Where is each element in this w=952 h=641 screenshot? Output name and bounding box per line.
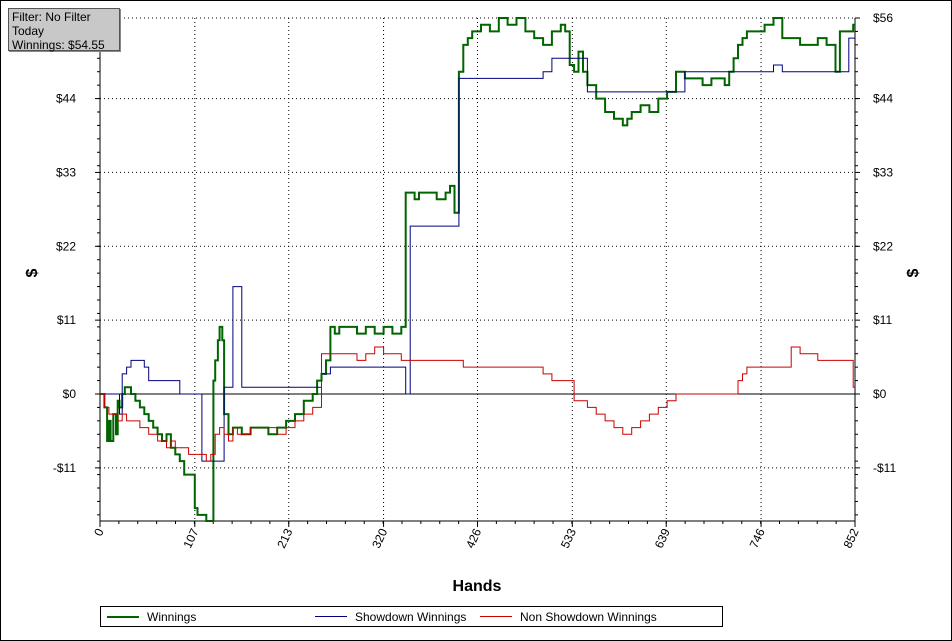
y-tick-label-left: $33 bbox=[56, 165, 76, 179]
y-tick-label-left: $0 bbox=[63, 387, 77, 401]
y-tick-label-right: $44 bbox=[873, 92, 893, 106]
y-tick-label-right: $22 bbox=[873, 239, 893, 253]
legend-label-non-showdown: Non Showdown Winnings bbox=[520, 609, 657, 624]
x-tick-label: 533 bbox=[558, 526, 579, 550]
x-tick-label: 0 bbox=[91, 526, 107, 538]
x-tick-label: 639 bbox=[652, 526, 673, 550]
legend-item-non-showdown: Non Showdown Winnings bbox=[480, 607, 657, 626]
legend-swatch-winnings bbox=[107, 615, 139, 618]
y-tick-label-right: $56 bbox=[873, 11, 893, 25]
legend-label-winnings: Winnings bbox=[147, 609, 197, 624]
y-tick-label-right: $33 bbox=[873, 165, 893, 179]
series-lines bbox=[100, 17, 855, 522]
x-tick-label: 320 bbox=[369, 526, 390, 550]
period-text: Today bbox=[12, 24, 45, 38]
winnings-text: Winnings: $54.55 bbox=[12, 38, 105, 52]
x-tick-label: 213 bbox=[274, 526, 295, 550]
legend-label-showdown: Showdown Winnings bbox=[355, 609, 467, 624]
filter-info-box: Filter: No Filter Today Winnings: $54.55 bbox=[8, 8, 120, 52]
legend-swatch-non-showdown bbox=[480, 616, 512, 617]
series-line-non-showdown-winnings bbox=[100, 346, 855, 462]
x-tick-label: 107 bbox=[180, 526, 201, 550]
y-tick-label-left: $11 bbox=[57, 313, 76, 327]
x-tick-label: 426 bbox=[463, 526, 484, 550]
y-tick-label-left: $44 bbox=[56, 92, 76, 106]
x-tick-label: 852 bbox=[841, 526, 862, 550]
filter-text: Filter: No Filter bbox=[12, 10, 91, 24]
series-line-showdown-winnings bbox=[100, 37, 855, 462]
series-line-winnings bbox=[100, 17, 855, 522]
x-tick-label: 746 bbox=[747, 526, 768, 550]
y-tick-label-left: -$11 bbox=[53, 461, 76, 475]
chart-legend: Winnings Showdown Winnings Non Showdown … bbox=[100, 606, 723, 627]
legend-swatch-showdown bbox=[315, 616, 347, 617]
x-axis-title: Hands bbox=[453, 578, 502, 595]
y-axis-title-right: $ bbox=[905, 268, 922, 277]
y-tick-label-left: $22 bbox=[56, 239, 76, 253]
tick-labels: $56$56$44$44$33$33$22$22$11$11$0$0-$11-$… bbox=[53, 11, 897, 550]
axis-ticks bbox=[95, 17, 860, 527]
legend-item-winnings: Winnings bbox=[107, 607, 196, 626]
y-tick-label-right: -$11 bbox=[873, 461, 896, 475]
legend-item-showdown: Showdown Winnings bbox=[315, 607, 466, 626]
y-axis-title-left: $ bbox=[24, 268, 41, 277]
y-tick-label-right: $11 bbox=[873, 313, 892, 327]
y-tick-label-right: $0 bbox=[873, 387, 887, 401]
